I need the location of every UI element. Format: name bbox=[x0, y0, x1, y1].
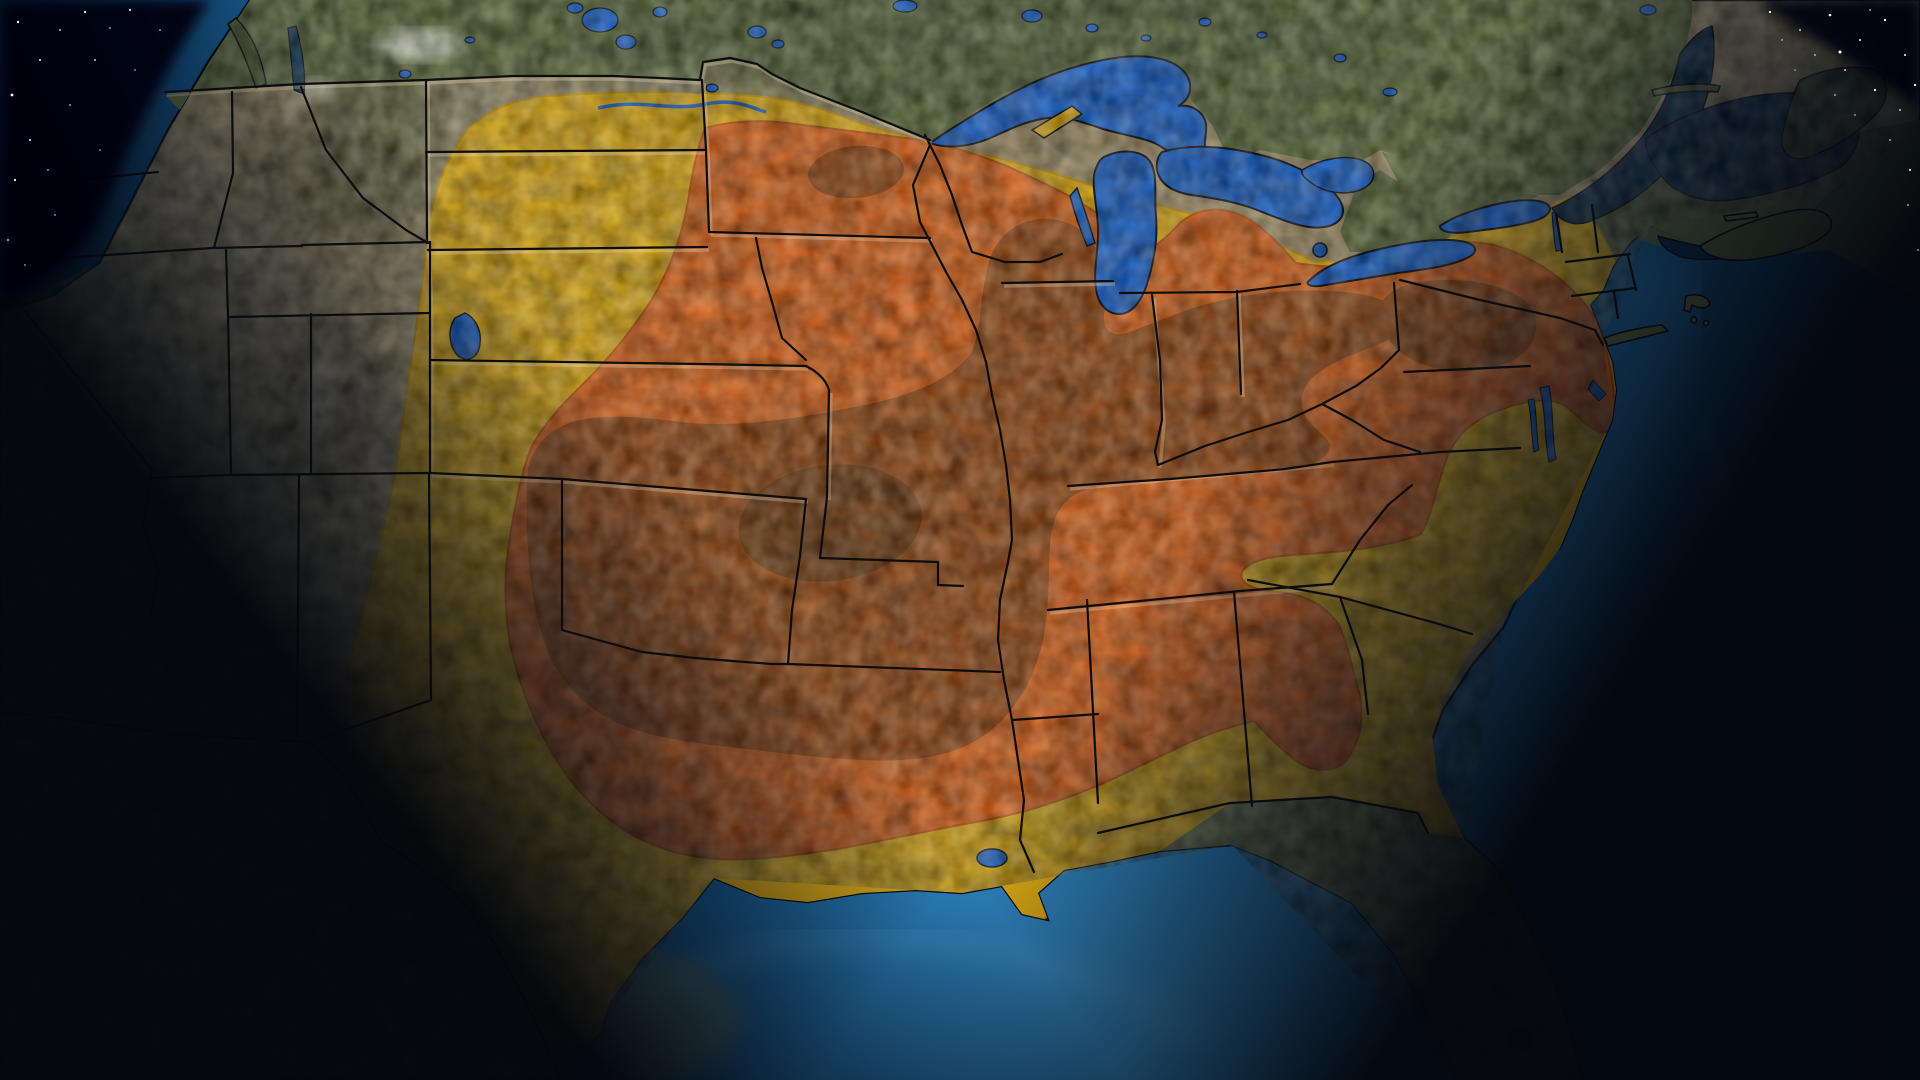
starfield bbox=[7, 9, 1919, 266]
space-northeast bbox=[1755, 0, 1920, 110]
space-northwest bbox=[0, 0, 210, 300]
